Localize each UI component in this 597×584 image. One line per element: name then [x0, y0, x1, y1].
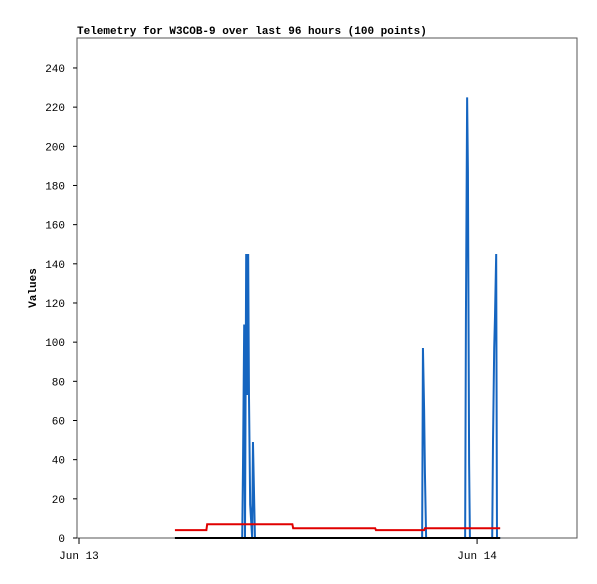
y-tick-label: 60: [52, 416, 65, 428]
x-tick-label: Jun 14: [457, 551, 497, 563]
y-tick-label: 100: [45, 338, 65, 350]
y-tick-label: 20: [52, 495, 65, 507]
y-tick-label: 140: [45, 260, 65, 272]
y-tick-label: 40: [52, 456, 65, 468]
chart-title: Telemetry for W3COB-9 over last 96 hours…: [77, 26, 427, 38]
y-tick-label: 240: [45, 64, 65, 76]
y-tick-label: 200: [45, 142, 65, 154]
series-line: [174, 523, 501, 532]
y-tick-label: 160: [45, 221, 65, 233]
series-line: [174, 97, 501, 539]
y-tick-label: 220: [45, 103, 65, 115]
y-tick-label: 180: [45, 181, 65, 193]
y-tick-label: 80: [52, 377, 65, 389]
y-axis-label: Values: [28, 268, 40, 308]
plot-frame: [76, 37, 578, 539]
x-tick-label: Jun 13: [59, 551, 99, 563]
y-tick-label: 0: [58, 534, 65, 546]
y-tick-label: 120: [45, 299, 65, 311]
